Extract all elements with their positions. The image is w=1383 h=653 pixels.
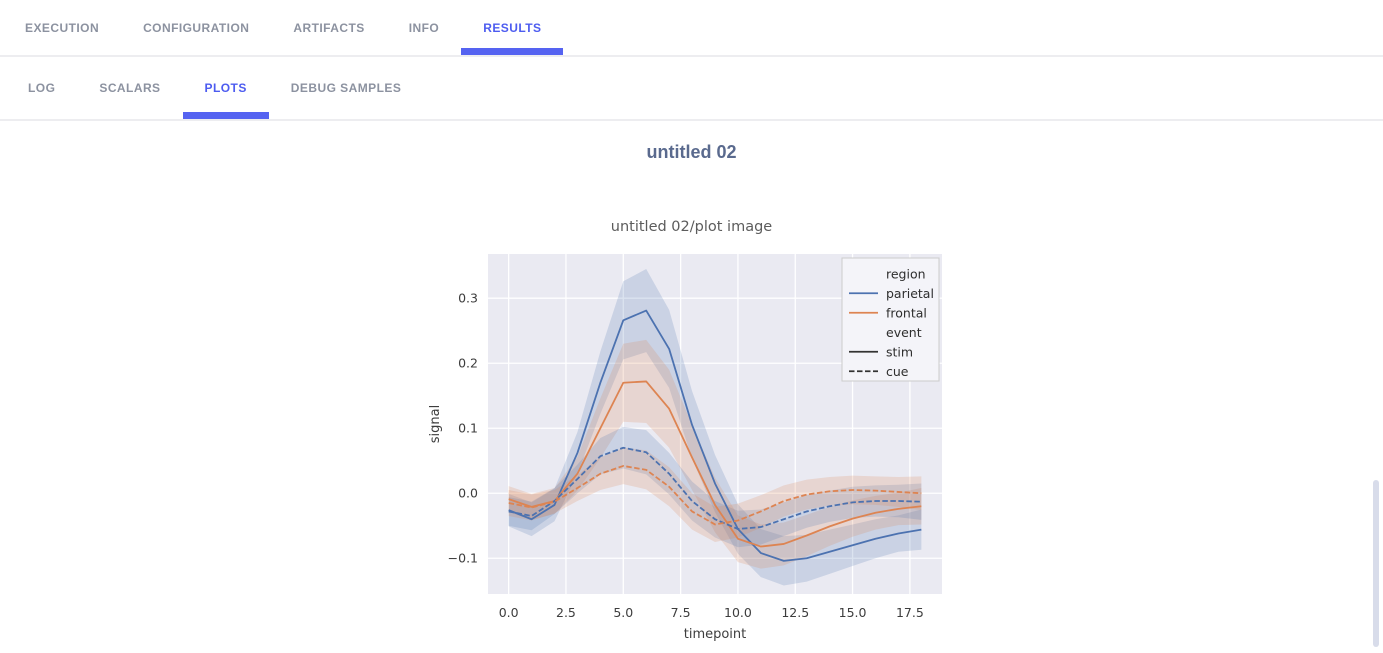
plot-figure[interactable]: 0.0 2.5 5.0 7.5 10.0 12.5 15.0 17.5 timepoint −0.…	[419, 248, 964, 653]
y-tick-label: −0.1	[448, 551, 478, 566]
x-tick-label: 7.5	[671, 605, 691, 620]
plot-svg: 0.0 2.5 5.0 7.5 10.0 12.5 15.0 17.5 timepoint −0.…	[428, 254, 942, 642]
tab-artifacts[interactable]: ARTIFACTS	[293, 20, 365, 35]
tab-plots[interactable]: PLOTS	[182, 57, 270, 119]
tab-scalars[interactable]: SCALARS	[99, 81, 161, 95]
line-parietal-stim	[508, 309, 922, 562]
tab-execution[interactable]: EXECUTION	[25, 20, 100, 35]
legend-box	[841, 257, 940, 382]
x-tick-label: 10.0	[724, 605, 752, 620]
legend-label-cue: cue	[886, 364, 909, 379]
plot-image-title: untitled 02/plot image	[610, 219, 773, 235]
legend-label-parietal: parietal	[886, 286, 934, 301]
legend-label-stim: stim	[886, 344, 913, 359]
page-scrollbar-thumb[interactable]	[1373, 480, 1379, 647]
x-tick-label: 2.5	[556, 605, 576, 620]
band-parietal-cue	[508, 426, 922, 548]
experiment-tab-bar: EXECUTION CONFIGURATION ARTIFACTS INFO R…	[0, 0, 1383, 57]
y-tick-label: 0.3	[458, 291, 478, 306]
legend-label-event: event	[886, 325, 922, 340]
x-tick-label: 12.5	[781, 605, 809, 620]
results-subtab-bar: LOG SCALARS PLOTS DEBUG SAMPLES	[0, 57, 1383, 121]
x-tick-label: 0.0	[499, 605, 519, 620]
tab-info[interactable]: INFO	[408, 20, 440, 35]
x-tick-label: 15.0	[839, 605, 867, 620]
line-parietal-cue	[508, 446, 922, 530]
tab-results[interactable]: RESULTS	[461, 0, 564, 55]
y-tick-label: 0.0	[458, 486, 478, 501]
y-tick-label: 0.2	[458, 356, 478, 371]
line-frontal-stim	[508, 380, 922, 548]
legend-label-frontal: frontal	[886, 305, 927, 320]
plot-group-title: untitled 02	[646, 142, 737, 162]
tab-debug-samples[interactable]: DEBUG SAMPLES	[290, 81, 402, 95]
line-frontal-cue	[508, 465, 922, 526]
x-tick-label: 5.0	[613, 605, 633, 620]
tab-configuration[interactable]: CONFIGURATION	[143, 20, 250, 35]
x-axis-label: timepoint	[684, 627, 747, 642]
band-frontal-stim	[508, 339, 922, 569]
band-frontal-cue	[508, 447, 922, 542]
band-parietal-stim	[508, 268, 922, 586]
y-tick-label: 0.1	[458, 421, 478, 436]
x-tick-label: 17.5	[896, 605, 924, 620]
y-axis-label: signal	[428, 405, 443, 443]
tab-log[interactable]: LOG	[28, 81, 56, 95]
plot-card: untitled 02/plot image 0.0 2.5 5.0 7.5 10.0 1…	[0, 219, 1383, 653]
legend-label-region: region	[886, 266, 926, 281]
